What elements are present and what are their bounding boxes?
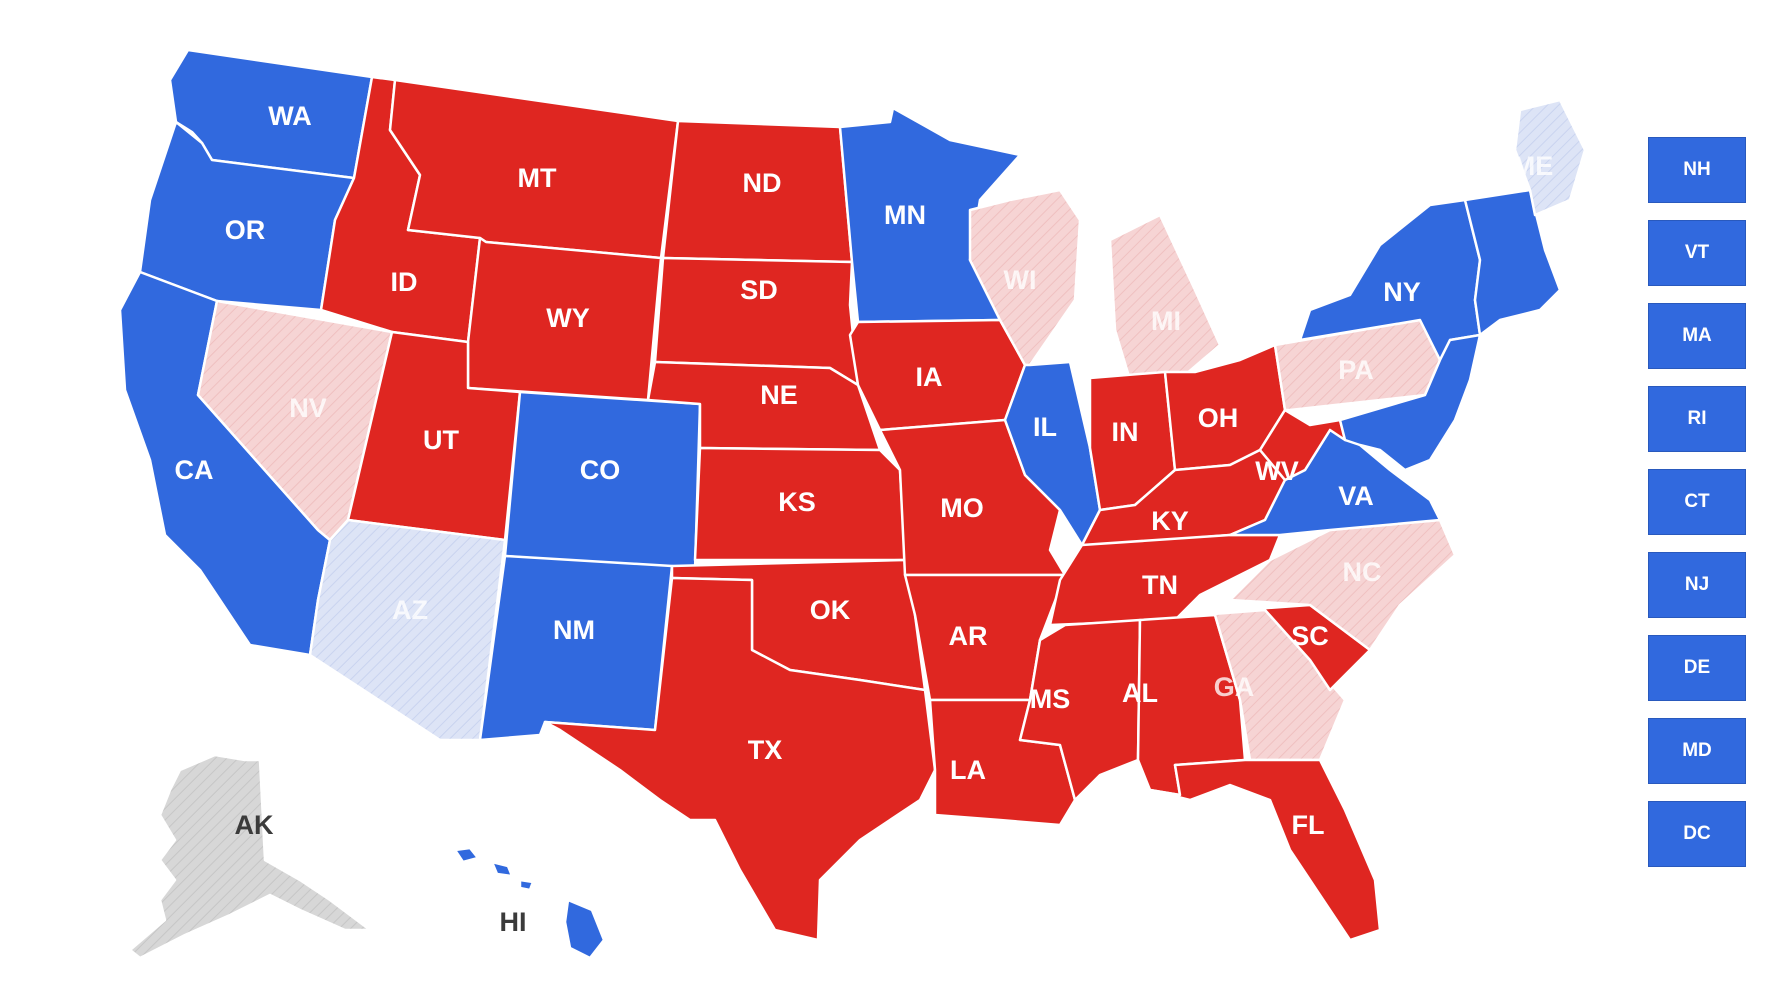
small-state-box-ct[interactable]: CT [1648,469,1746,535]
state-az[interactable] [308,518,507,742]
small-state-box-nh[interactable]: NH [1648,137,1746,203]
state-nd[interactable] [661,119,854,264]
state-me[interactable] [1513,98,1587,217]
small-states-sidebar: NH VT MA RI CT NJ DE MD DC [1648,137,1748,884]
state-mt[interactable] [388,78,680,260]
small-state-box-ma[interactable]: MA [1648,303,1746,369]
state-mi[interactable] [1108,213,1222,382]
small-state-box-de[interactable]: DE [1648,635,1746,701]
state-va[interactable] [1228,428,1442,537]
state-fl[interactable] [1148,758,1382,942]
state-label-hi: HI [500,907,527,937]
state-hi[interactable] [453,846,606,960]
state-ia[interactable] [848,318,1027,432]
state-midatl-region[interactable] [1338,333,1482,472]
state-nm[interactable] [478,554,674,742]
small-state-box-dc[interactable]: DC [1648,801,1746,867]
state-pa[interactable] [1273,318,1442,412]
state-il[interactable] [1003,360,1102,547]
state-ks[interactable] [693,446,907,562]
state-wy[interactable] [466,236,663,402]
state-nc[interactable] [1228,518,1457,652]
state-ne-cluster-region[interactable] [1463,188,1562,337]
state-ak[interactable] [128,753,372,960]
state-tx[interactable] [543,576,937,942]
small-state-box-ri[interactable]: RI [1648,386,1746,452]
small-state-box-md[interactable]: MD [1648,718,1746,784]
small-state-box-vt[interactable]: VT [1648,220,1746,286]
state-wi[interactable] [968,188,1082,367]
state-co[interactable] [503,390,702,572]
state-mn[interactable] [838,106,1022,324]
small-state-box-nj[interactable]: NJ [1648,552,1746,618]
